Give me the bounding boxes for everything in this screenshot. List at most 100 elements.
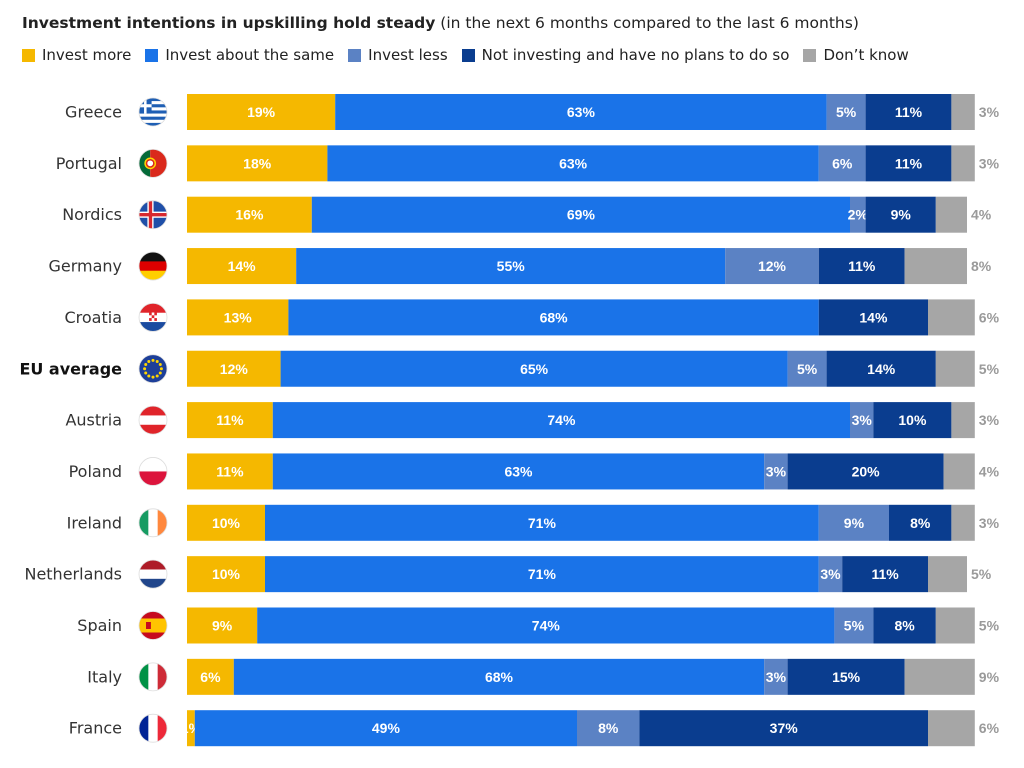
chart-legend: Invest more Invest about the same Invest l… [22, 46, 909, 64]
category-label: Spain [77, 616, 122, 635]
bar-segment [187, 145, 328, 182]
data-label: 71% [528, 566, 557, 582]
bar-segment [889, 504, 952, 541]
data-label: 55% [497, 258, 526, 274]
bar-segment [187, 453, 273, 490]
bar-segment [865, 196, 936, 233]
bar-segment [842, 556, 928, 593]
bar-segment [935, 196, 967, 233]
data-label: 9% [212, 618, 233, 634]
bar-segment [904, 658, 975, 695]
data-label: 49% [372, 720, 401, 736]
data-label: 68% [540, 309, 569, 325]
chart-title: Investment intentions in upskilling hold… [22, 14, 859, 32]
data-label: 11% [848, 258, 876, 274]
bar-segment [935, 607, 975, 644]
bar-segment [818, 145, 866, 182]
legend-swatch [22, 48, 35, 62]
data-label: 71% [528, 515, 557, 531]
data-label: 5% [797, 361, 818, 377]
spain-flag [138, 611, 168, 640]
data-label: 4% [971, 207, 992, 223]
bar-segment [327, 145, 819, 182]
ireland-flag [138, 508, 168, 538]
legend-label: Not investing and have no plans to do so [481, 46, 790, 64]
category-label: Portugal [56, 154, 122, 173]
category-label: Ireland [67, 513, 122, 532]
bar-segment [639, 710, 928, 747]
data-label: 4% [979, 463, 1000, 479]
bar-segment [951, 504, 975, 541]
data-label: 3% [979, 515, 1000, 531]
greece-flag [138, 97, 168, 127]
bar-segment [187, 710, 195, 747]
legend-item: Invest less [348, 46, 448, 64]
data-label: 2% [848, 207, 869, 223]
bar-segment [265, 504, 819, 541]
category-label: Poland [69, 462, 122, 481]
data-label: 5% [836, 104, 857, 120]
data-label: 12% [758, 258, 787, 274]
bar-segment [265, 556, 819, 593]
bar-segment [233, 658, 765, 695]
bar-segment [865, 145, 952, 182]
data-label: 8% [598, 720, 619, 736]
data-label: 10% [212, 515, 241, 531]
poland-flag [138, 457, 168, 486]
data-label: 9% [891, 207, 912, 223]
germany-flag [138, 251, 168, 281]
legend-item: Not investing and have no plans to do so [461, 46, 790, 64]
data-label: 11% [895, 104, 923, 120]
category-label: Croatia [64, 308, 122, 327]
bar-segment [764, 658, 788, 695]
legend-item: Invest about the same [145, 46, 334, 64]
bar-segment [187, 196, 312, 233]
bar-segment [187, 504, 265, 541]
legend-swatch [348, 48, 362, 62]
bar-segment [928, 556, 967, 593]
data-label: 6% [979, 309, 1000, 325]
bar-segment [787, 350, 827, 387]
category-label: Netherlands [24, 565, 122, 584]
bar-segment [818, 504, 889, 541]
data-label: 12% [220, 361, 249, 377]
bar-segment [725, 248, 819, 285]
bar-segment [935, 350, 975, 387]
bar-segment [865, 94, 952, 130]
category-label: France [69, 719, 122, 738]
data-label: 68% [485, 669, 514, 685]
bar-segment [194, 710, 578, 747]
legend-label: Invest about the same [165, 46, 335, 64]
croatia-flag [138, 302, 168, 332]
data-label: 63% [567, 104, 596, 120]
netherlands-flag [138, 559, 168, 589]
data-label: 11% [895, 155, 923, 171]
bar-segment [187, 607, 258, 644]
bar-segment [187, 248, 297, 285]
chart-title-bold: Investment intentions in upskilling hold… [22, 14, 436, 32]
data-label: 15% [832, 669, 861, 685]
france-flag [138, 713, 168, 743]
data-label: 13% [224, 309, 253, 325]
data-label: 9% [979, 669, 1000, 685]
data-label: 14% [859, 309, 888, 325]
data-label: 3% [820, 566, 841, 582]
data-label: 9% [844, 515, 865, 531]
bar-segment [818, 299, 928, 336]
data-label: 3% [979, 412, 1000, 428]
bar-segment [850, 196, 866, 233]
bar-segment [826, 94, 866, 130]
data-label: 63% [559, 155, 588, 171]
bar-segment [928, 710, 975, 747]
data-label: 3% [979, 155, 1000, 171]
data-label: 6% [832, 155, 853, 171]
data-label: 8% [910, 515, 931, 531]
bar-segment [296, 248, 726, 285]
category-label: Italy [87, 667, 122, 686]
data-label: 69% [567, 207, 596, 223]
data-label: 11% [871, 566, 899, 582]
legend-label: Don’t know [823, 46, 909, 64]
data-label: 10% [212, 566, 241, 582]
legend-item: Don’t know [803, 46, 909, 64]
